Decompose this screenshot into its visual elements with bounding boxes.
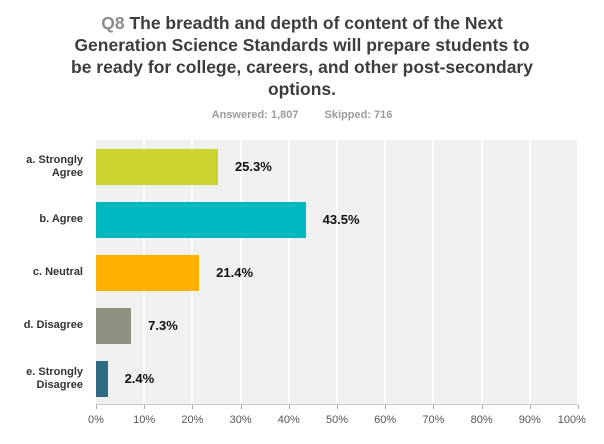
bar-row: 43.5% <box>96 193 578 246</box>
x-tick-mark <box>288 405 290 409</box>
gridline <box>336 140 338 404</box>
bar <box>96 254 200 291</box>
x-tick-mark <box>192 405 194 409</box>
gridline <box>287 140 290 404</box>
bar <box>96 201 306 238</box>
gridline <box>432 140 435 404</box>
bar <box>96 360 108 397</box>
x-tick-mark <box>144 405 146 409</box>
chart-title: Q8 The breadth and depth of content of t… <box>67 12 537 100</box>
x-tick-label: 80% <box>470 414 493 426</box>
x-tick-label: 10% <box>133 414 156 426</box>
category-label: c. Neutral <box>32 266 83 278</box>
question-number: Q8 <box>101 13 125 33</box>
question-text: The breadth and depth of content of the … <box>71 13 533 99</box>
bar-row: 25.3% <box>96 140 578 193</box>
skipped-count: Skipped: 716 <box>324 109 393 121</box>
x-tick-mark <box>385 405 387 409</box>
x-tick-label: 30% <box>229 414 252 426</box>
x-tick-mark <box>433 405 435 409</box>
gridline <box>239 140 242 404</box>
bar-value-label: 21.4% <box>216 265 254 280</box>
category-label: a. Strongly Agree <box>26 153 83 179</box>
bar <box>96 148 218 185</box>
bar-row: 7.3% <box>96 299 578 352</box>
bar-value-label: 25.3% <box>234 159 272 174</box>
category-label: b. Agree <box>39 213 83 225</box>
gridline <box>577 140 579 404</box>
bar-chart: a. Strongly Agree b. Agree c. Neutral d. Di… <box>0 140 604 440</box>
survey-results-page: Q8 The breadth and depth of content of t… <box>0 12 604 444</box>
x-tick-mark <box>578 405 579 409</box>
bar-row: 21.4% <box>96 246 578 299</box>
bar-value-label: 43.5% <box>322 212 360 227</box>
category-axis: a. Strongly Agree b. Agree c. Neutral d. Di… <box>0 140 90 405</box>
category-label: e. Strongly Disagree <box>26 365 83 391</box>
x-tick-label: 90% <box>518 414 541 426</box>
x-tick-mark <box>337 405 338 409</box>
plot-area: 25.3% 43.5% 21.4% 7.3% 2.4% <box>96 140 579 405</box>
gridline <box>480 140 483 404</box>
gridline <box>528 140 531 404</box>
x-tick-label: 100% <box>557 414 586 426</box>
x-tick-label: 70% <box>422 414 445 426</box>
x-tick-mark <box>240 405 242 409</box>
bar-value-label: 7.3% <box>148 318 178 333</box>
x-tick-label: 0% <box>88 414 104 426</box>
x-tick-label: 60% <box>374 414 397 426</box>
x-axis: 0% 10% 20% 30% 40% 50% 60% 70% 80% 90% 100% <box>88 405 586 435</box>
response-counts: Answered: 1,807 Skipped: 716 <box>0 109 604 121</box>
category-label: d. Disagree <box>23 319 83 331</box>
x-tick-label: 40% <box>277 414 300 426</box>
x-tick-mark <box>96 405 97 409</box>
x-tick-label: 50% <box>325 414 349 426</box>
x-tick-label: 20% <box>181 414 204 426</box>
bar-value-label: 2.4% <box>124 371 155 386</box>
bar <box>96 307 132 344</box>
answered-count: Answered: 1,807 <box>211 109 299 121</box>
bar-row: 2.4% <box>96 352 578 405</box>
x-tick-mark <box>481 405 483 409</box>
x-tick-mark <box>529 405 531 409</box>
gridline <box>384 140 387 404</box>
